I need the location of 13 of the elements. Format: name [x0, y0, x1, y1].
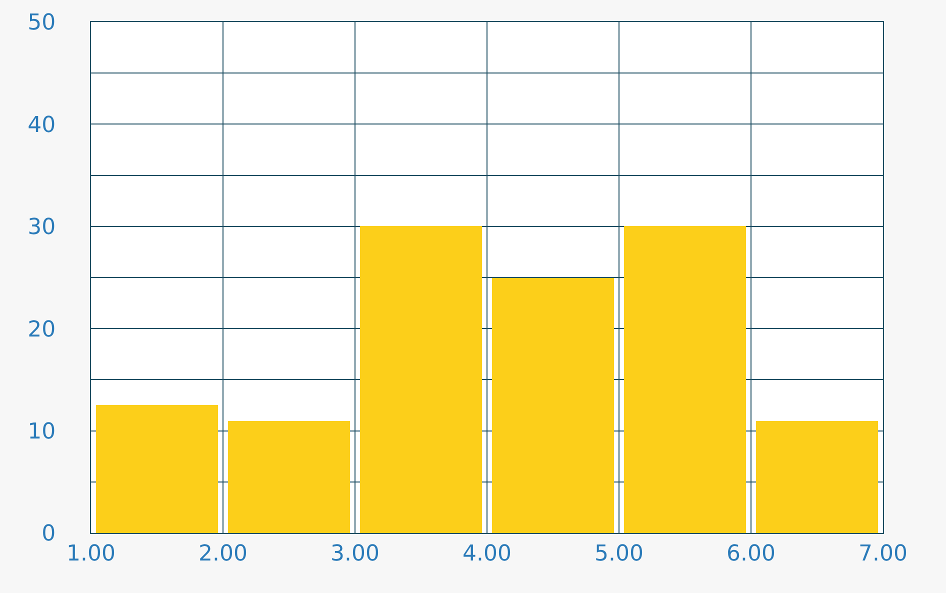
x-tick-label: 1.00: [66, 541, 116, 566]
x-tick-label: 6.00: [726, 541, 776, 566]
x-tick-label: 7.00: [858, 541, 908, 566]
y-tick-label: 10: [28, 420, 56, 444]
x-tick-label: 4.00: [462, 541, 512, 566]
x-tick-label: 2.00: [198, 541, 248, 566]
y-tick-label: 50: [28, 10, 56, 36]
y-tick-label: 20: [28, 317, 56, 342]
y-tick-label: 40: [28, 112, 56, 138]
x-tick-label: 5.00: [594, 541, 644, 566]
y-tick-label: 0: [42, 522, 56, 547]
y-tick-label: 30: [28, 215, 56, 240]
x-tick-label: 3.00: [330, 541, 380, 566]
